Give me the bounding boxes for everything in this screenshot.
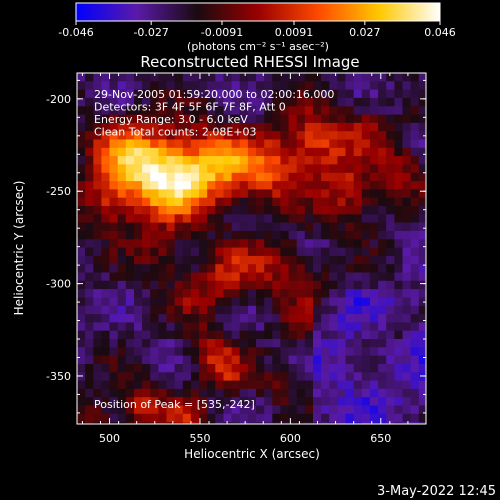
colorbar-tick-label: -0.027 [133,26,168,39]
y-axis-label: Heliocentric Y (arcsec) [12,181,26,316]
x-axis-ticks: 500 550 600 650 [81,73,427,445]
colorbar-ticks: -0.046 -0.027 -0.0091 0.0091 0.027 0.046 [58,21,456,39]
y-tick-label: -300 [46,278,71,291]
annotation-line: Clean Total counts: 2.08E+03 [94,126,257,139]
x-tick-label: 650 [370,432,391,445]
x-tick-label: 500 [99,432,120,445]
annotation-line: Detectors: 3F 4F 5F 6F 7F 8F, Att 0 [94,101,286,114]
image-area: 500 550 600 650 -200 -250 -300 -350 [46,72,427,445]
x-tick-label: 600 [280,432,301,445]
colorbar-gradient [75,2,441,22]
colorbar: -0.046 -0.027 -0.0091 0.0091 0.027 0.046 (pho… [58,2,456,53]
colorbar-tick-label: -0.046 [58,26,93,39]
y-tick-label: -250 [46,185,71,198]
annotations: 29-Nov-2005 01:59:20.000 to 02:00:16.000… [94,88,334,139]
colorbar-tick-label: 0.027 [349,26,381,39]
heatmap-cells [77,73,426,424]
footer-timestamp: 3-May-2022 12:45 [377,484,496,499]
peak-label: Position of Peak = [535,-242] [94,398,255,411]
x-tick-label: 550 [189,432,210,445]
colorbar-units-label: (photons cm⁻² s⁻¹ asec⁻²) [187,40,329,53]
y-tick-label: -200 [46,93,71,106]
annotation-line: 29-Nov-2005 01:59:20.000 to 02:00:16.000 [94,88,334,101]
annotation-line: Energy Range: 3.0 - 6.0 keV [94,113,248,126]
colorbar-tick-label: 0.046 [424,26,456,39]
plot-frame [76,72,427,425]
colorbar-tick-label: 0.0091 [275,26,314,39]
colorbar-tick-label: -0.0091 [201,26,243,39]
x-axis-label: Heliocentric X (arcsec) [184,447,320,461]
y-tick-label: -350 [46,370,71,383]
chart-title: Reconstructed RHESSI Image [140,53,359,71]
y-axis-ticks: -200 -250 -300 -350 [46,79,426,414]
